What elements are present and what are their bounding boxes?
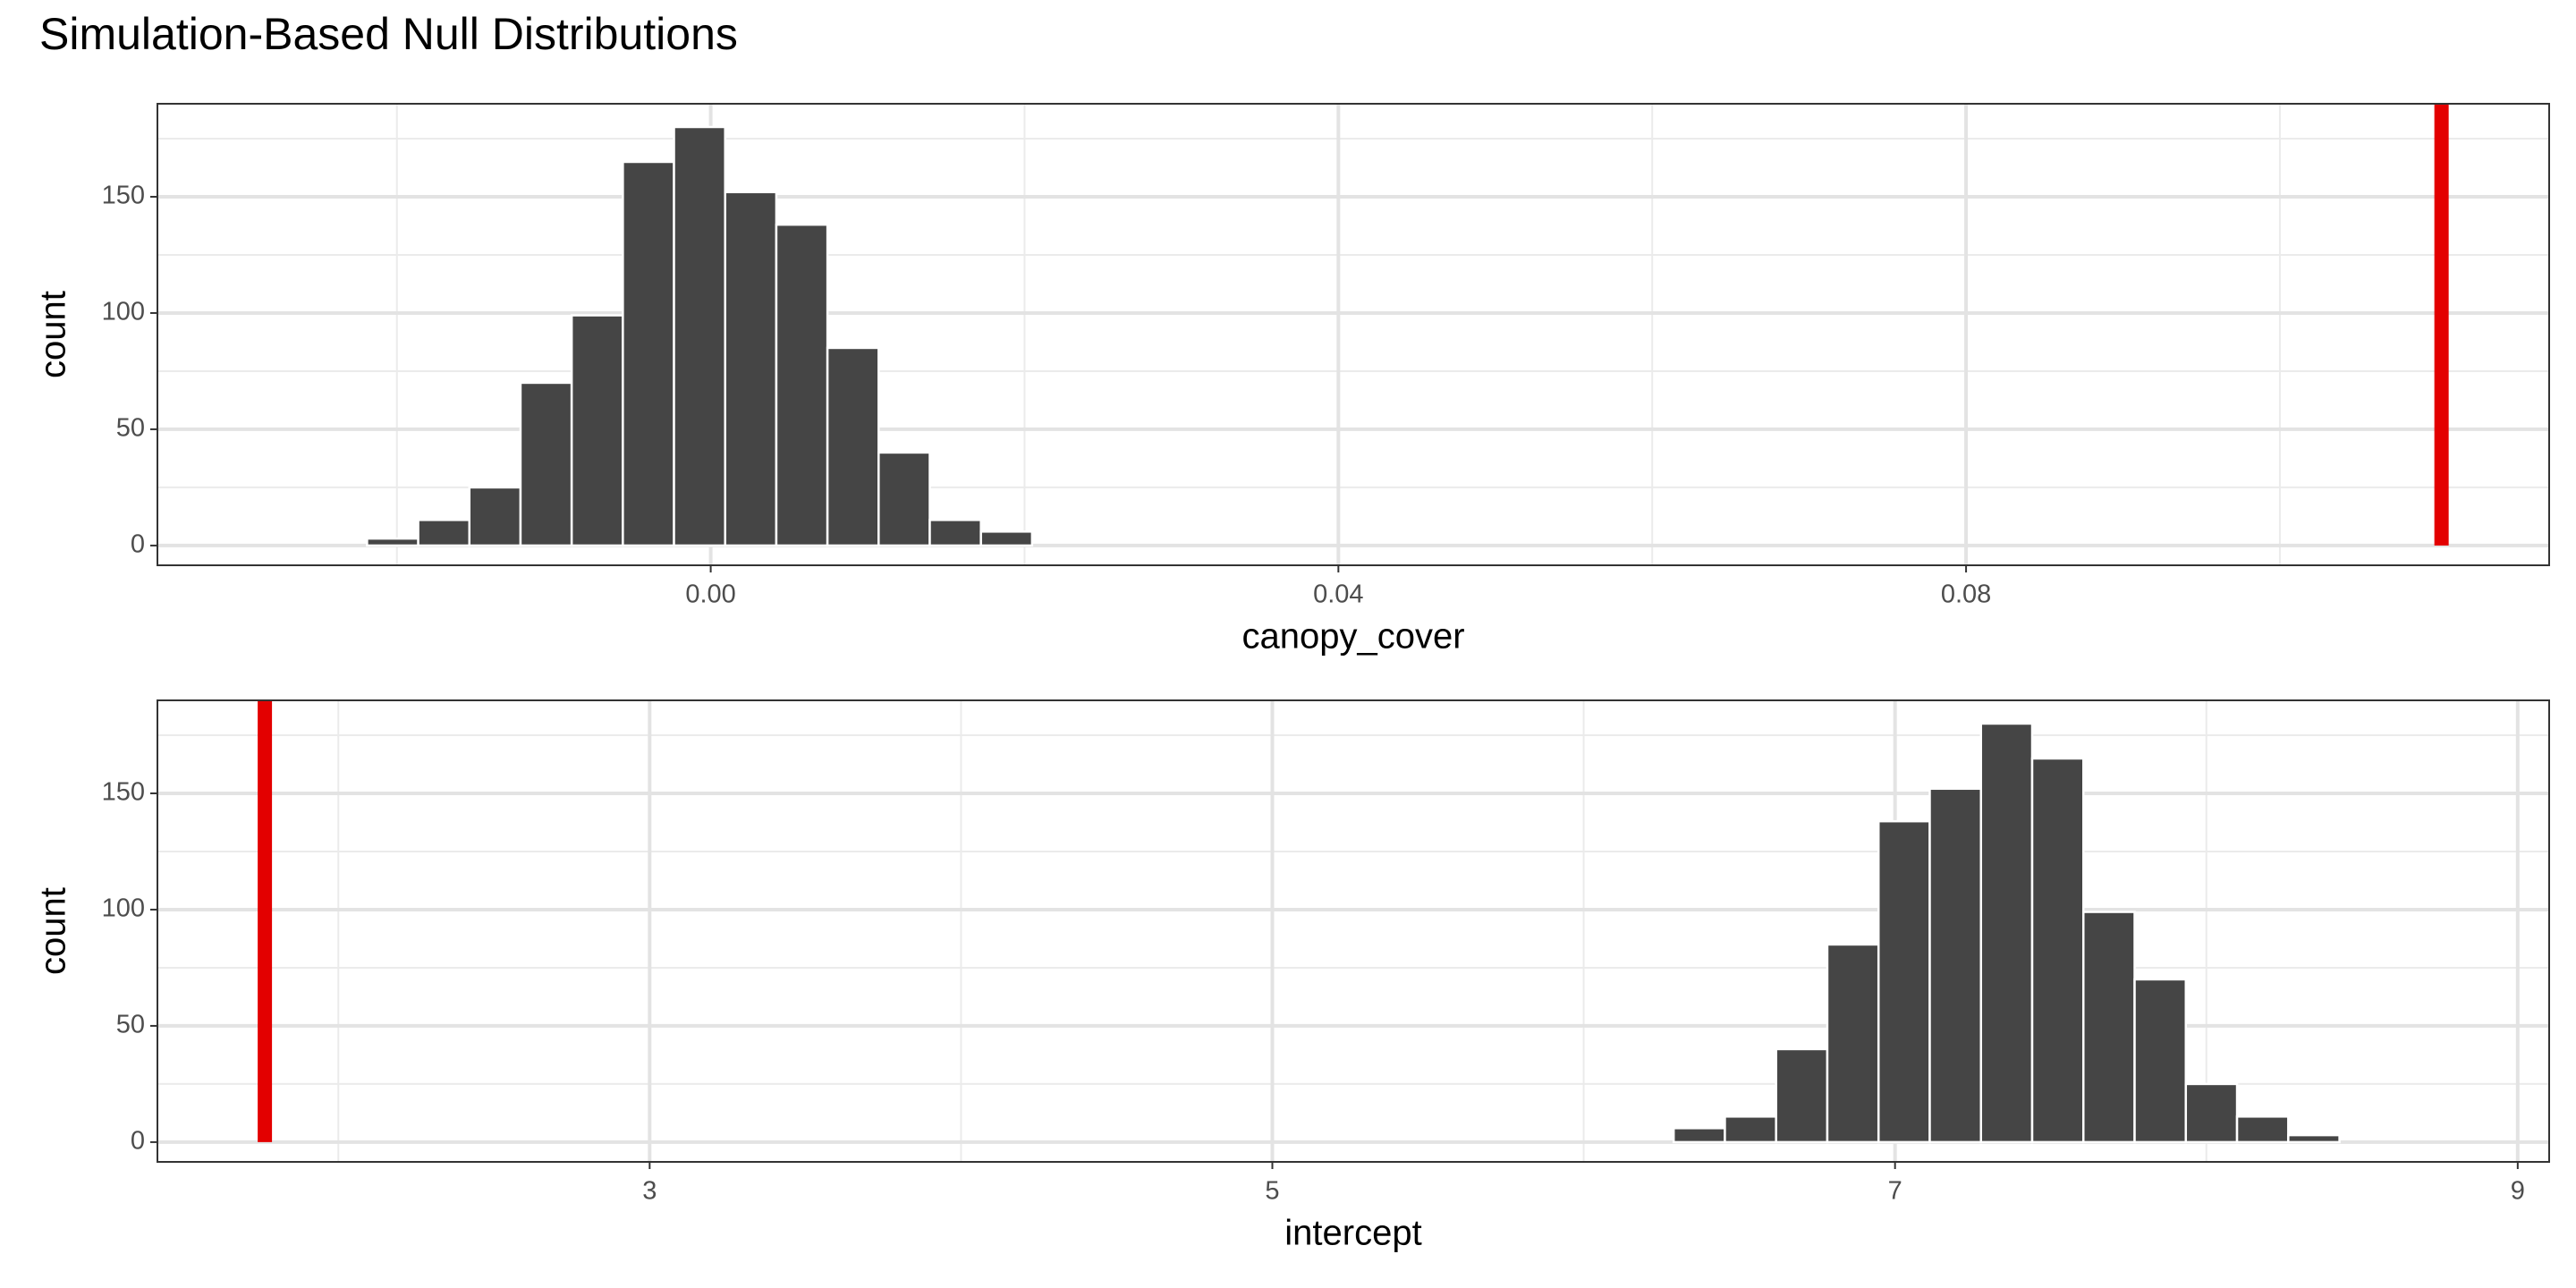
bar — [1928, 787, 1982, 1144]
bar — [979, 530, 1034, 547]
bar — [724, 191, 778, 547]
panel-border — [157, 699, 2550, 1163]
bar — [468, 486, 522, 547]
bar — [417, 519, 471, 547]
x-tick-label: 0.08 — [1941, 580, 1991, 609]
y-tick-label: 50 — [116, 1011, 145, 1039]
panel-border — [157, 103, 2550, 566]
x-tick-label: 0.00 — [685, 580, 735, 609]
bar — [519, 381, 573, 547]
y-tick-label: 0 — [131, 530, 145, 559]
y-tick-label: 50 — [116, 414, 145, 443]
bar — [2184, 1082, 2239, 1144]
bar — [1979, 722, 2034, 1144]
bar — [366, 537, 419, 547]
y-tick-label: 0 — [131, 1127, 145, 1156]
y-tick-label: 150 — [102, 182, 145, 210]
bar — [2030, 757, 2085, 1144]
bar — [2133, 978, 2188, 1144]
bar — [2235, 1115, 2290, 1144]
y-tick-label: 100 — [102, 894, 145, 923]
y-tick-label: 100 — [102, 298, 145, 326]
x-tick-label: 7 — [1888, 1177, 1902, 1206]
bar — [928, 519, 982, 547]
bar — [1775, 1047, 1829, 1144]
x-tick-label: 3 — [642, 1177, 657, 1206]
x-tick-label: 5 — [1265, 1177, 1279, 1206]
bar — [877, 451, 931, 547]
bar — [673, 125, 726, 547]
x-tick-label: 9 — [2511, 1177, 2525, 1206]
x-tick-label: 0.04 — [1313, 580, 1363, 609]
bar — [570, 314, 624, 547]
bar — [775, 223, 829, 547]
bar — [2287, 1133, 2341, 1144]
bar — [2082, 911, 2136, 1144]
x-axis-title: intercept — [1284, 1214, 1421, 1253]
bar — [1826, 943, 1880, 1144]
bar — [1877, 819, 1931, 1144]
chart-title: Simulation-Based Null Distributions — [39, 9, 738, 59]
x-axis-title: canopy_cover — [1241, 617, 1464, 657]
bar — [826, 346, 880, 547]
y-tick-label: 150 — [102, 778, 145, 807]
bar — [1724, 1115, 1777, 1144]
bar — [622, 160, 675, 547]
y-axis-title: count — [34, 291, 73, 378]
bar — [1672, 1127, 1726, 1144]
y-axis-title: count — [34, 887, 73, 975]
